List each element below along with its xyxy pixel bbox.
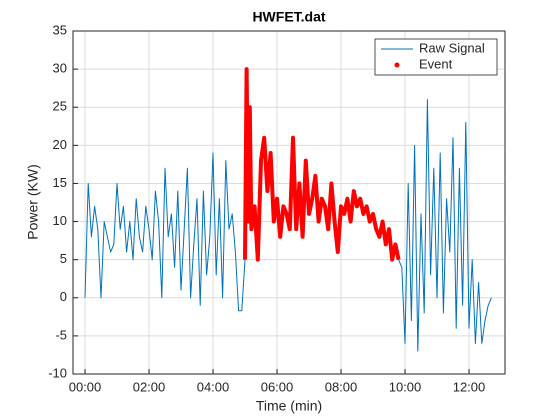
x-tick-label: 04:00 [197,379,230,394]
y-tick-label: -10 [48,365,67,380]
y-axis-label: Power (KW) [25,164,41,239]
y-tick-label: 10 [53,213,67,228]
y-tick-label: 35 [53,22,67,37]
y-tick-label: 20 [53,137,67,152]
y-tick-label: 25 [53,99,67,114]
x-tick-label: 06:00 [261,379,294,394]
legend-box [374,38,498,76]
x-axis-label: Time (min) [256,398,322,414]
x-tick-label: 08:00 [325,379,358,394]
y-tick-label: 30 [53,61,67,76]
y-tick-label: 5 [60,251,67,266]
y-tick-label: -5 [55,327,67,342]
y-tick-label: 15 [53,175,67,190]
x-tick-label: 00:00 [69,379,102,394]
legend-swatch [394,62,400,68]
chart-title: HWFET.dat [252,9,325,25]
plot-frame [72,30,506,375]
x-tick-label: 02:00 [133,379,166,394]
x-tick-label: 12:00 [453,379,486,394]
y-tick-label: 0 [60,289,67,304]
legend-label: Raw Signal [419,40,485,55]
x-tick-label: 10:00 [389,379,422,394]
legend-label: Event [419,56,453,71]
event-line [243,67,401,262]
